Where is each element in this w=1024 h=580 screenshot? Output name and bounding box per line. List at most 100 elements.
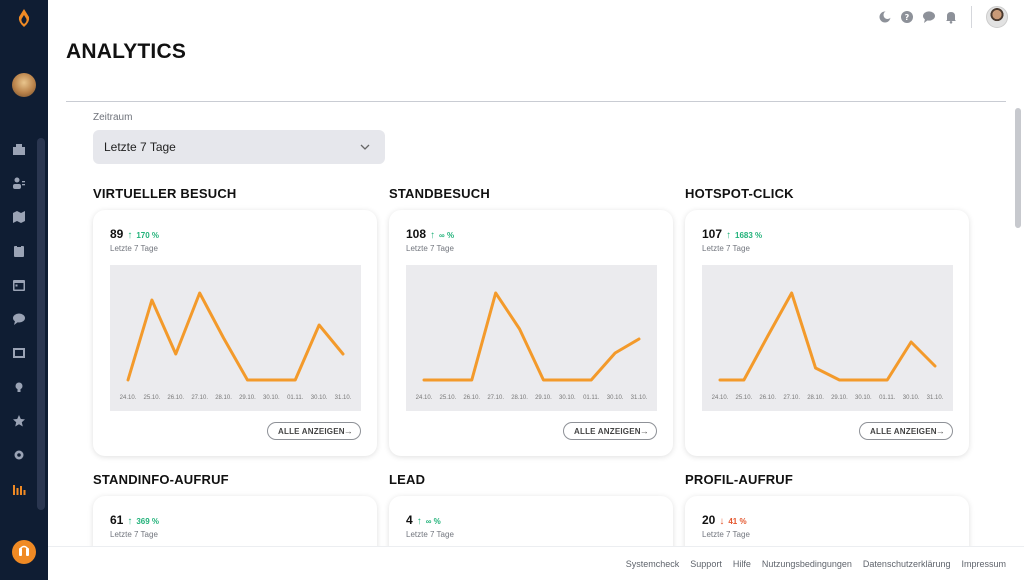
x-tick-label: 24.10. xyxy=(416,395,433,401)
range-label: Zeitraum xyxy=(93,112,133,123)
metric-period: Letzte 7 Tage xyxy=(406,530,454,539)
metric-value: 89 xyxy=(110,227,124,241)
footer-link-systemcheck[interactable]: Systemcheck xyxy=(625,559,680,569)
metric-value: 108 xyxy=(406,227,427,241)
dashboard-icon[interactable] xyxy=(12,142,26,156)
series-line xyxy=(422,291,641,382)
line-chart-svg: 24.10. 25.10. 26.10. 27.10. 28.10. 29.10. 30.1… xyxy=(120,291,352,401)
x-tick-label: 28.10. xyxy=(511,395,528,401)
x-tick-label: 28.10. xyxy=(215,395,232,401)
arrow-right-icon: → xyxy=(343,426,353,436)
metric-value: 107 xyxy=(702,227,723,241)
event-avatar[interactable] xyxy=(12,73,36,97)
metric-period: Letzte 7 Tage xyxy=(702,244,750,253)
x-tick-label: 01.11. xyxy=(879,395,896,401)
x-tick-label: 30.10. xyxy=(263,395,280,401)
section-title: PROFIL-AUFRUF xyxy=(685,472,794,487)
metric-card: 89 ↑ 170 % Letzte 7 Tage 24.10. 25.10. 26.… xyxy=(93,210,377,456)
x-tick-label: 25.10. xyxy=(440,395,457,401)
trend-up-icon: ↑ xyxy=(416,516,422,527)
x-tick-label: 30.10. xyxy=(903,395,920,401)
sidebar xyxy=(0,0,48,580)
x-tick-label: 30.10. xyxy=(607,395,624,401)
x-tick-label: 24.10. xyxy=(120,395,137,401)
footer-link-terms[interactable]: Nutzungsbedingungen xyxy=(761,559,852,569)
chat-icon[interactable] xyxy=(12,312,26,326)
show-all-button[interactable]: ALLE ANZEIGEN → xyxy=(267,422,361,440)
x-tick-label: 27.10. xyxy=(487,395,504,401)
section-title: HOTSPOT-CLICK xyxy=(685,186,794,201)
sidebar-scrollbar[interactable] xyxy=(37,138,45,510)
topbar-separator xyxy=(971,6,972,28)
range-selected-value: Letzte 7 Tage xyxy=(104,140,176,154)
chevron-down-icon xyxy=(359,141,371,153)
map-icon[interactable] xyxy=(12,210,26,224)
x-tick-label: 25.10. xyxy=(144,395,161,401)
users-icon[interactable] xyxy=(12,176,26,190)
theme-toggle-icon[interactable] xyxy=(878,10,892,24)
show-all-label: ALLE ANZEIGEN xyxy=(278,427,345,436)
notification-icon[interactable] xyxy=(944,10,958,24)
show-all-button[interactable]: ALLE ANZEIGEN → xyxy=(859,422,953,440)
show-all-label: ALLE ANZEIGEN xyxy=(574,427,641,436)
help-icon[interactable]: ? xyxy=(900,10,914,24)
line-chart: 24.10. 25.10. 26.10. 27.10. 28.10. 29.10. 30.1… xyxy=(702,265,953,411)
x-tick-label: 25.10. xyxy=(736,395,753,401)
trend-percent: ∞ % xyxy=(439,231,455,240)
x-tick-label: 01.11. xyxy=(287,395,304,401)
x-tick-label: 29.10. xyxy=(831,395,848,401)
section-title: STANDINFO-AUFRUF xyxy=(93,472,229,487)
line-chart: 24.10. 25.10. 26.10. 27.10. 28.10. 29.10. 30.1… xyxy=(110,265,361,411)
footer-link-support[interactable]: Support xyxy=(690,559,722,569)
range-select[interactable]: Letzte 7 Tage xyxy=(93,130,385,164)
messages-icon[interactable] xyxy=(922,10,936,24)
x-tick-label: 27.10. xyxy=(783,395,800,401)
trend-percent: ∞ % xyxy=(425,517,441,526)
x-tick-label: 30.10. xyxy=(855,395,872,401)
metric-value: 20 xyxy=(702,513,716,527)
calendar-icon[interactable] xyxy=(12,278,26,292)
star-icon[interactable] xyxy=(12,414,26,428)
show-all-label: ALLE ANZEIGEN xyxy=(870,427,937,436)
support-button[interactable] xyxy=(12,540,36,564)
topbar-icons: ? xyxy=(878,10,958,24)
app-logo[interactable] xyxy=(14,8,34,28)
metric-period: Letzte 7 Tage xyxy=(406,244,454,253)
page-title: ANALYTICS xyxy=(66,40,187,63)
header-divider xyxy=(66,101,1006,102)
trend-percent: 170 % xyxy=(136,231,160,240)
trend-percent: 369 % xyxy=(136,517,160,526)
series-line xyxy=(718,291,937,382)
metric-period: Letzte 7 Tage xyxy=(110,530,158,539)
clipboard-icon[interactable] xyxy=(12,244,26,258)
settings-icon[interactable] xyxy=(12,448,26,462)
page-scrollbar[interactable] xyxy=(1015,108,1021,228)
section-title: STANDBESUCH xyxy=(389,186,490,201)
metric-value: 4 xyxy=(406,513,413,527)
x-tick-label: 30.10. xyxy=(559,395,576,401)
metric-value: 61 xyxy=(110,513,124,527)
x-tick-label: 31.10. xyxy=(335,395,352,401)
lightbulb-icon[interactable] xyxy=(12,380,26,394)
trend-up-icon: ↑ xyxy=(127,516,133,527)
show-all-button[interactable]: ALLE ANZEIGEN → xyxy=(563,422,657,440)
x-tick-label: 29.10. xyxy=(239,395,256,401)
footer-link-privacy[interactable]: Datenschutzerklärung xyxy=(862,559,951,569)
x-tick-label: 29.10. xyxy=(535,395,552,401)
footer-link-help[interactable]: Hilfe xyxy=(732,559,751,569)
media-icon[interactable] xyxy=(12,346,26,360)
trend-percent: 41 % xyxy=(728,517,747,526)
x-tick-label: 31.10. xyxy=(631,395,648,401)
x-tick-label: 26.10. xyxy=(463,395,480,401)
analytics-icon[interactable] xyxy=(12,482,26,496)
x-tick-label: 26.10. xyxy=(759,395,776,401)
arrow-right-icon: → xyxy=(639,426,649,436)
line-chart-svg: 24.10. 25.10. 26.10. 27.10. 28.10. 29.10. 30.1… xyxy=(712,291,944,401)
x-tick-label: 24.10. xyxy=(712,395,729,401)
svg-text:?: ? xyxy=(905,13,910,22)
trend-up-icon: ↑ xyxy=(430,230,436,241)
line-chart-svg: 24.10. 25.10. 26.10. 27.10. 28.10. 29.10. 30.1… xyxy=(416,291,648,401)
footer-link-imprint[interactable]: Impressum xyxy=(961,559,1006,569)
x-tick-label: 01.11. xyxy=(583,395,600,401)
user-avatar[interactable] xyxy=(986,6,1008,28)
